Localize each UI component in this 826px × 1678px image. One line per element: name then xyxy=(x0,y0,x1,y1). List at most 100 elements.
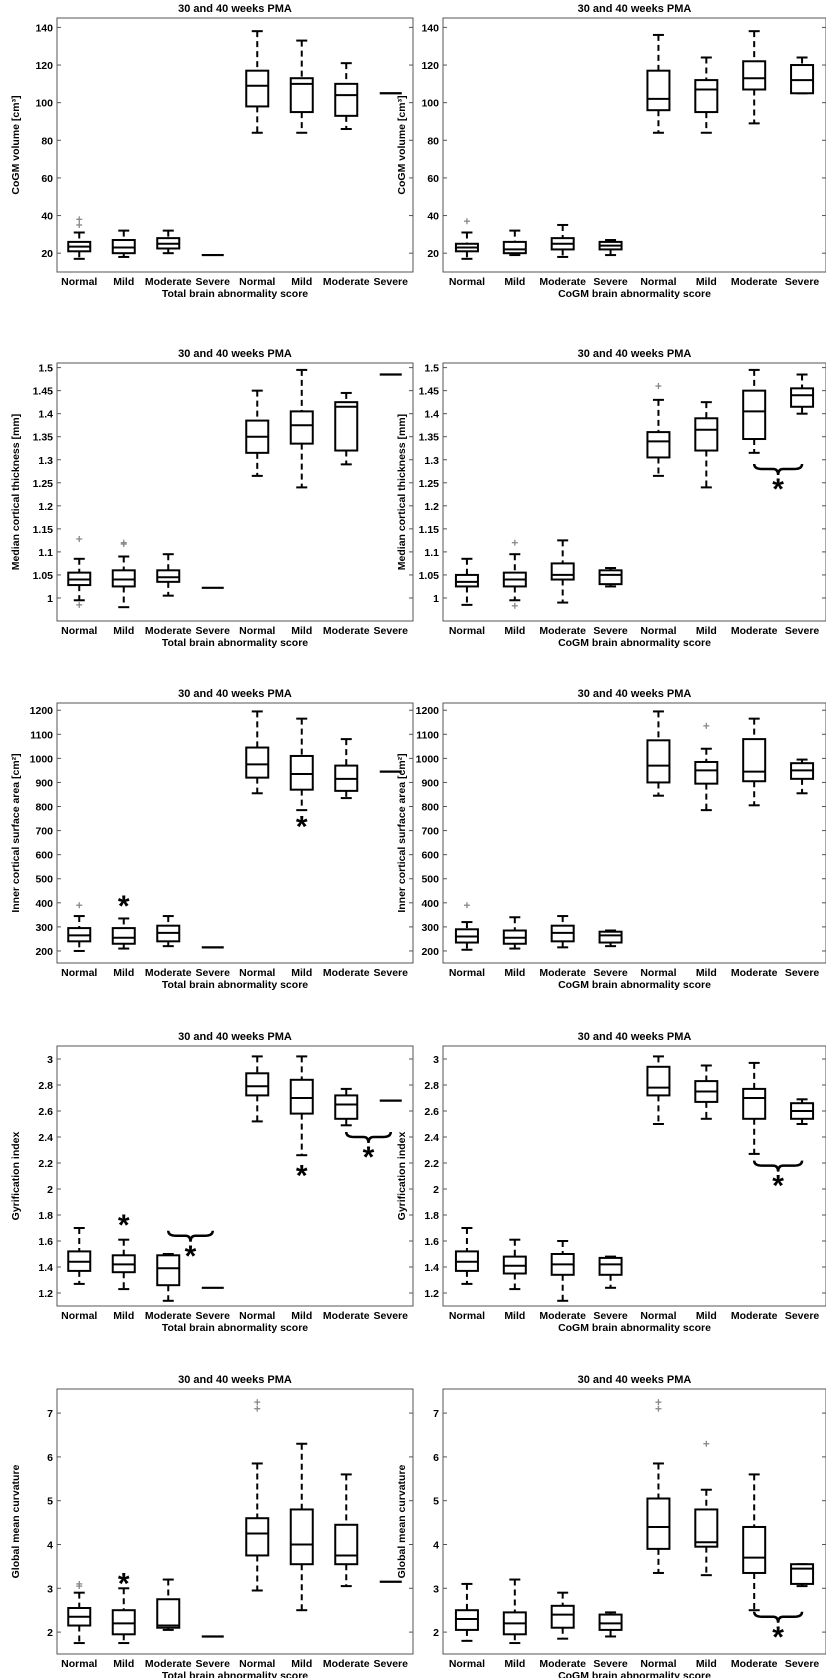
box-7 xyxy=(790,373,815,415)
box-iqr xyxy=(598,569,623,586)
box-3 xyxy=(598,1255,623,1289)
box-6 xyxy=(334,1473,359,1588)
y-tick-label: 1.3 xyxy=(424,455,439,467)
y-tick-label: 1.3 xyxy=(38,455,53,467)
y-tick-label: 80 xyxy=(41,135,53,147)
y-tick-label: 1.15 xyxy=(419,524,440,536)
box-6 xyxy=(334,738,359,800)
x-tick-label: Severe xyxy=(785,967,820,979)
y-tick-label: 120 xyxy=(421,60,439,72)
significance-star: * xyxy=(296,811,308,844)
x-tick-label: Mild xyxy=(696,1310,717,1322)
x-tick-label: Normal xyxy=(239,967,275,979)
x-tick-label: Normal xyxy=(640,967,676,979)
x-tick-label: Moderate xyxy=(323,967,370,979)
x-tick-label: Severe xyxy=(593,967,628,979)
x-tick-label: Moderate xyxy=(145,625,192,637)
x-tick-label: Mild xyxy=(113,1658,134,1670)
x-tick-label: Normal xyxy=(239,1310,275,1322)
x-tick-label: Severe xyxy=(196,276,231,288)
y-tick-label: 1.35 xyxy=(419,432,440,444)
y-tick-label: 4 xyxy=(47,1539,53,1551)
box-6 xyxy=(742,30,767,125)
box-iqr xyxy=(694,417,719,452)
panel-9: 30 and 40 weeks PMA 2 3 4 5 6 7 Global mean cur… xyxy=(396,1374,826,1678)
y-tick-label: 60 xyxy=(41,173,53,185)
x-tick-label: Normal xyxy=(449,1310,485,1322)
x-tick-label: Normal xyxy=(61,276,97,288)
plot-frame xyxy=(442,362,826,622)
y-tick-label: 2 xyxy=(433,1627,439,1639)
plot-frame xyxy=(442,17,826,273)
x-tick-label: Moderate xyxy=(539,967,586,979)
y-tick-label: 60 xyxy=(427,173,439,185)
y-tick-label: 200 xyxy=(421,946,439,958)
panel-4: 30 and 40 weeks PMA 200 300 400 500 600 700 800… xyxy=(10,688,414,991)
y-tick-label: 300 xyxy=(421,922,439,934)
box-4 xyxy=(245,389,270,477)
box-3 xyxy=(598,567,623,588)
box-iqr xyxy=(289,410,314,445)
box-6 xyxy=(334,1087,359,1127)
box-iqr xyxy=(742,1087,767,1120)
y-tick-label: 1100 xyxy=(30,729,53,741)
x-tick-label: Moderate xyxy=(731,625,778,637)
panel-0: 30 and 40 weeks PMA 20 40 60 80 100 120 140 CoGM… xyxy=(10,3,414,300)
box-4 xyxy=(646,1399,671,1574)
x-tick-label: Mild xyxy=(291,967,312,979)
x-tick-label: Moderate xyxy=(323,1658,370,1670)
box-4 xyxy=(646,383,671,477)
y-tick-label: 2.8 xyxy=(424,1080,439,1092)
box-3 xyxy=(598,929,623,948)
x-tick-label: Normal xyxy=(449,967,485,979)
x-tick-label: Severe xyxy=(374,276,409,288)
y-tick-label: 700 xyxy=(421,826,439,838)
panel-8: 30 and 40 weeks PMA 2 3 4 5 6 7 Global mean cur… xyxy=(10,1374,414,1678)
box-iqr xyxy=(245,1072,270,1097)
panel-title: 30 and 40 weeks PMA xyxy=(178,3,292,15)
y-tick-label: 400 xyxy=(421,898,439,910)
box-iqr xyxy=(646,739,671,784)
y-tick-label: 1.4 xyxy=(38,1262,53,1274)
y-tick-label: 5 xyxy=(47,1496,53,1508)
box-7 xyxy=(790,1098,815,1125)
y-axis-label: Inner cortical surface area [cm²] xyxy=(10,753,22,912)
x-tick-label: Severe xyxy=(785,625,820,637)
x-axis-label: Total brain abnormality score xyxy=(162,1322,308,1334)
x-tick-label: Mild xyxy=(291,276,312,288)
panel-7: 30 and 40 weeks PMA 1.2 1.4 1.6 1.8 2 2.2 2.4 2.… xyxy=(396,1031,826,1334)
y-axis-label: CoGM volume [cm³] xyxy=(396,95,408,194)
y-tick-label: 1.1 xyxy=(38,547,53,559)
y-tick-label: 500 xyxy=(35,874,53,886)
box-iqr xyxy=(790,1563,815,1585)
box-iqr xyxy=(502,240,527,255)
y-axis-label: Gyrification index xyxy=(396,1131,408,1220)
panel-5: 30 and 40 weeks PMA 200 300 400 500 600 700 800… xyxy=(396,688,826,991)
box-5 xyxy=(289,1442,314,1612)
box-6 xyxy=(334,62,359,131)
x-tick-label: Severe xyxy=(374,1658,409,1670)
box-5 xyxy=(289,368,314,489)
panel-2: 30 and 40 weeks PMA 1 1.05 1.1 1.15 1.2 1.25 1.… xyxy=(10,348,414,649)
y-tick-label: 3 xyxy=(433,1583,439,1595)
box-iqr xyxy=(598,1613,623,1631)
x-tick-label: Moderate xyxy=(539,625,586,637)
significance-bracket xyxy=(345,1131,392,1144)
significance-star: * xyxy=(772,473,784,506)
x-tick-label: Mild xyxy=(696,967,717,979)
x-tick-label: Normal xyxy=(640,276,676,288)
x-tick-label: Severe xyxy=(593,1658,628,1670)
x-tick-label: Mild xyxy=(504,1658,525,1670)
y-tick-label: 1.4 xyxy=(424,1262,439,1274)
box-5 xyxy=(694,1064,719,1120)
significance-star: * xyxy=(772,1621,784,1654)
box-4 xyxy=(245,1399,270,1592)
x-tick-label: Mild xyxy=(291,1658,312,1670)
box-1 xyxy=(502,229,527,257)
y-tick-label: 2.2 xyxy=(38,1158,53,1170)
y-axis-label: Median cortical thickness [mm] xyxy=(10,414,22,570)
box-2 xyxy=(156,553,181,597)
y-tick-label: 700 xyxy=(35,826,53,838)
x-tick-label: Mild xyxy=(504,625,525,637)
box-iqr xyxy=(646,431,671,459)
